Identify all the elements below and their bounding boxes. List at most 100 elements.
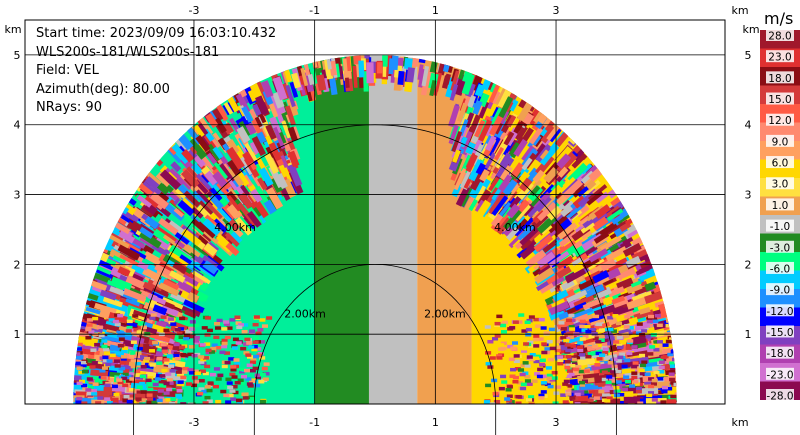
noise-gate-low bbox=[500, 346, 507, 351]
noise-gate-low bbox=[533, 334, 540, 338]
noise-gate-low bbox=[246, 363, 253, 368]
colorbar-label: -3.0 bbox=[770, 242, 791, 254]
noise-gate bbox=[391, 55, 399, 71]
colorbar-label: -1.0 bbox=[770, 221, 791, 233]
noise-gate-low bbox=[253, 315, 260, 319]
noise-gate-low bbox=[156, 356, 163, 361]
noise-gate-low bbox=[148, 349, 155, 353]
noise-gate-low bbox=[249, 360, 256, 365]
noise-gate-low bbox=[487, 365, 494, 369]
range-ring-label: 2.00km bbox=[284, 307, 326, 320]
x-axis-unit-top: km bbox=[731, 4, 748, 17]
noise-gate-low bbox=[577, 348, 584, 353]
noise-gate-low bbox=[621, 387, 628, 392]
noise-gate-low bbox=[551, 370, 558, 375]
noise-gate-low bbox=[598, 389, 605, 394]
noise-gate-low bbox=[185, 382, 193, 386]
noise-gate-low bbox=[541, 350, 548, 355]
noise-gate bbox=[166, 220, 187, 238]
noise-gate bbox=[607, 257, 629, 273]
noise-gate-low bbox=[544, 347, 551, 351]
noise-gate-low bbox=[86, 318, 93, 322]
colorbar-label: -6.0 bbox=[770, 263, 791, 275]
noise-gate-low bbox=[623, 325, 630, 329]
noise-gate-low bbox=[224, 335, 231, 340]
y-tick-label-right: 2 bbox=[745, 258, 752, 271]
colorbar-label: 23.0 bbox=[768, 52, 791, 64]
noise-gate-low bbox=[75, 347, 82, 351]
noise-gate-low bbox=[156, 361, 163, 365]
noise-gate-low bbox=[617, 355, 624, 360]
noise-gate bbox=[276, 141, 287, 158]
noise-gate bbox=[142, 244, 155, 256]
noise-gate-low bbox=[217, 373, 224, 378]
noise-gate-low bbox=[223, 393, 230, 398]
noise-gate-low bbox=[563, 338, 570, 343]
noise-gate bbox=[228, 117, 240, 133]
x-tick-label-top: 1 bbox=[432, 4, 439, 17]
noise-gate-low bbox=[629, 384, 636, 388]
noise-gate-low bbox=[512, 341, 519, 345]
noise-gate-low bbox=[233, 358, 240, 362]
noise-gate-low bbox=[240, 374, 248, 379]
colorbar-label: -18.0 bbox=[766, 348, 793, 360]
noise-gate-low bbox=[236, 325, 243, 330]
noise-gate-low bbox=[669, 364, 676, 368]
noise-gate-low bbox=[92, 316, 99, 321]
noise-gate bbox=[206, 196, 219, 210]
noise-gate-low bbox=[132, 314, 139, 318]
noise-gate-low bbox=[512, 375, 519, 380]
noise-gate-low bbox=[80, 360, 87, 365]
noise-gate bbox=[417, 64, 424, 81]
noise-gate-low bbox=[562, 400, 569, 404]
noise-gate-low bbox=[648, 314, 655, 319]
noise-gate-low bbox=[568, 372, 575, 377]
noise-gate-low bbox=[604, 399, 611, 403]
noise-gate-low bbox=[638, 368, 645, 373]
noise-gate-low bbox=[75, 400, 82, 404]
noise-gate-low bbox=[539, 362, 546, 367]
noise-gate-low bbox=[221, 338, 228, 343]
noise-gate-low bbox=[525, 327, 532, 332]
noise-gate-low bbox=[627, 339, 634, 343]
noise-gate-low bbox=[147, 387, 154, 392]
noise-gate-low bbox=[531, 379, 538, 383]
noise-gate-low bbox=[647, 352, 654, 356]
noise-gate-low bbox=[140, 364, 147, 369]
noise-gate bbox=[253, 199, 269, 219]
noise-gate-low bbox=[539, 358, 546, 363]
noise-gate-low bbox=[518, 368, 525, 372]
noise-gate bbox=[457, 102, 468, 123]
noise-gate-low bbox=[152, 382, 159, 387]
noise-gate-low bbox=[154, 377, 161, 381]
noise-gate-low bbox=[198, 378, 205, 383]
noise-gate-low bbox=[540, 381, 547, 385]
noise-gate-low bbox=[261, 324, 268, 328]
noise-gate-low bbox=[101, 339, 108, 343]
noise-gate-low bbox=[577, 345, 584, 349]
y-tick-label-left: 5 bbox=[14, 49, 21, 62]
noise-gate-low bbox=[191, 376, 198, 380]
noise-gate-low bbox=[520, 382, 527, 387]
noise-gate-low bbox=[498, 343, 505, 347]
x-tick-label-bottom: 1 bbox=[432, 416, 439, 429]
noise-gate-low bbox=[646, 319, 653, 324]
noise-gate-low bbox=[248, 345, 255, 349]
noise-gate-low bbox=[540, 390, 547, 394]
noise-gate-low bbox=[229, 389, 236, 393]
noise-gate-low bbox=[515, 395, 522, 399]
noise-gate-low bbox=[221, 364, 228, 369]
y-tick-label-right: 1 bbox=[745, 328, 752, 341]
noise-gate-low bbox=[668, 313, 675, 318]
noise-gate-low bbox=[177, 380, 184, 384]
noise-gate-low bbox=[180, 353, 187, 358]
noise-gate-low bbox=[104, 383, 111, 388]
noise-gate-low bbox=[143, 343, 150, 348]
noise-gate-low bbox=[577, 341, 584, 345]
noise-gate-low bbox=[614, 389, 621, 393]
noise-gate-low bbox=[232, 346, 239, 350]
noise-gate bbox=[477, 100, 490, 119]
noise-gate-low bbox=[199, 343, 206, 347]
noise-gate-low bbox=[632, 380, 639, 384]
noise-gate-low bbox=[541, 342, 548, 346]
